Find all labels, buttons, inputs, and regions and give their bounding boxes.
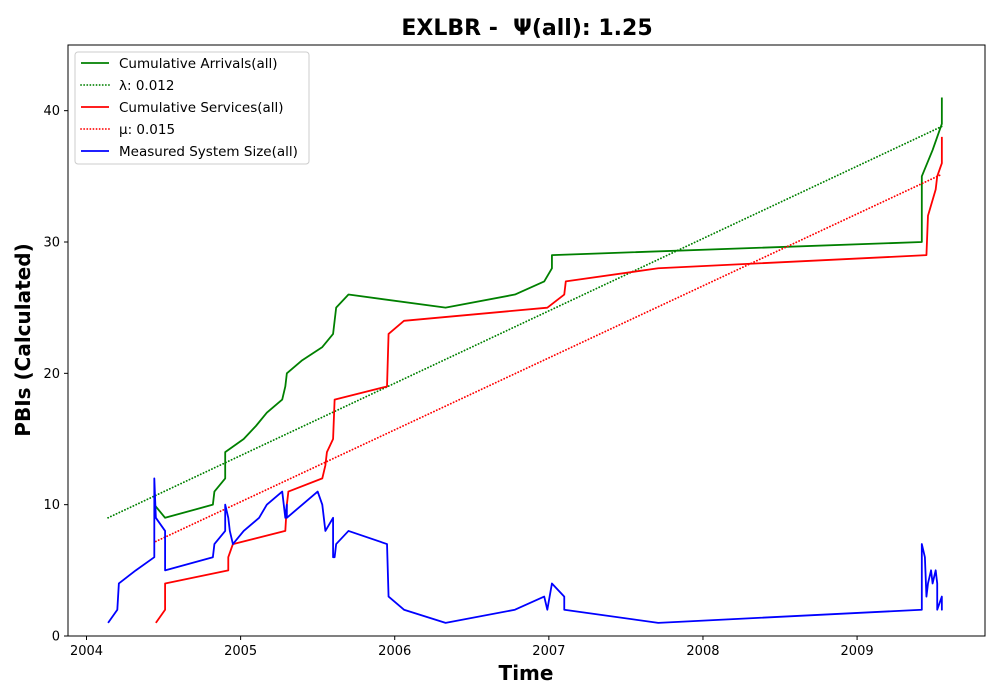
legend-label-cumulative-services-all: Cumulative Services(all): [119, 100, 284, 116]
chart-title: EXLBR - Ψ(all): 1.25: [401, 16, 652, 41]
y-tick-label: 40: [43, 104, 60, 119]
x-tick-label: 2008: [686, 644, 719, 659]
legend: Cumulative Arrivals(all) λ: 0.012 Cumulati…: [75, 52, 309, 164]
x-tick-label: 2004: [70, 644, 103, 659]
x-tick-label: 2005: [224, 644, 257, 659]
y-tick-label: 10: [43, 498, 60, 513]
y-tick-label: 0: [52, 630, 60, 645]
x-axis-label: Time: [499, 661, 554, 685]
y-tick-label: 20: [43, 367, 60, 382]
x-tick-label: 2007: [532, 644, 565, 659]
legend-label-cumulative-arrivals-all: Cumulative Arrivals(all): [119, 56, 278, 72]
legend-label-0-015: μ: 0.015: [119, 122, 175, 138]
x-tick-label: 2009: [841, 644, 874, 659]
y-axis-label: PBIs (Calculated): [11, 243, 35, 436]
legend-label-0-012: λ: 0.012: [119, 78, 174, 94]
x-tick-label: 2006: [378, 644, 411, 659]
legend-label-measured-system-size-all: Measured System Size(all): [119, 144, 298, 160]
y-tick-label: 30: [43, 236, 60, 251]
